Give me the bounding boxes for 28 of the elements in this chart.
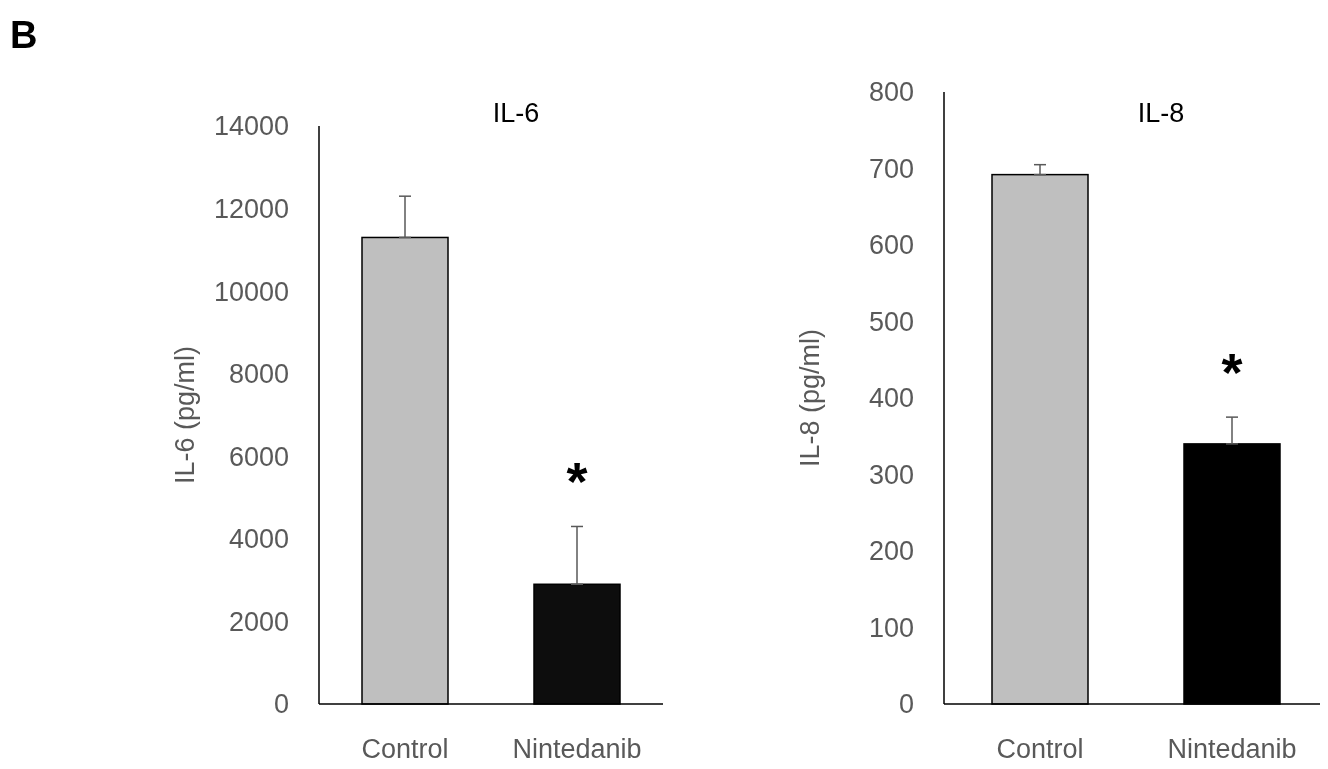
y-axis-title: IL-6 (pg/ml) — [170, 345, 200, 485]
text: B — [10, 14, 38, 56]
y-tick-label: 800 — [868, 77, 914, 108]
y-tick-label: 200 — [868, 536, 914, 567]
y-tick-label: 10000 — [213, 276, 289, 307]
annotation: * — [1221, 342, 1243, 403]
annotation: * — [566, 451, 588, 512]
y-tick-label: 12000 — [213, 194, 289, 225]
y-tick-label: 600 — [868, 230, 914, 261]
y-axis-title: IL-8 (pg/ml) — [795, 328, 825, 468]
x-tick-label: Nintedanib — [512, 734, 642, 764]
y-tick-label: 0 — [898, 689, 914, 720]
y-tick-label: 6000 — [228, 441, 289, 472]
x-tick-label: Control — [996, 734, 1084, 764]
x-tick-label: Control — [361, 734, 449, 764]
y-tick-label: 400 — [868, 383, 914, 414]
chart-title: IL-8 — [1137, 98, 1185, 128]
y-tick-label: 4000 — [228, 524, 289, 555]
x-tick-label: Nintedanib — [1167, 734, 1297, 764]
y-tick-label: 8000 — [228, 359, 289, 390]
y-tick-label: 700 — [868, 153, 914, 184]
y-tick-label: 14000 — [213, 111, 289, 142]
y-tick-label: 300 — [868, 459, 914, 490]
y-tick-label: 0 — [273, 689, 289, 720]
y-tick-label: 2000 — [228, 606, 289, 637]
y-tick-label: 100 — [868, 612, 914, 643]
y-tick-label: 500 — [868, 306, 914, 337]
chart-title: IL-6 — [492, 98, 540, 128]
